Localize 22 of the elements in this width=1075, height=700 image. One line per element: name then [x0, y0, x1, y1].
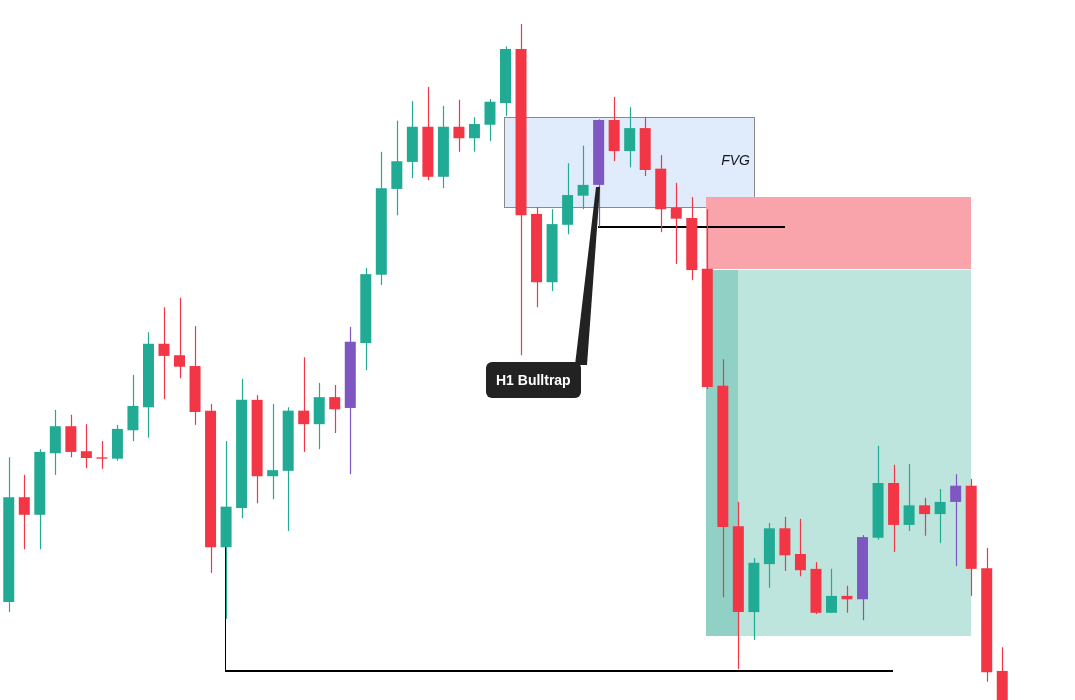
candlestick	[267, 403, 279, 500]
candlestick	[453, 99, 465, 153]
candlestick	[96, 440, 108, 470]
annotation: H1 Bulltrap	[486, 362, 581, 398]
annotation: FVG	[721, 152, 750, 168]
candlestick	[468, 116, 480, 153]
candlestick	[670, 182, 682, 265]
candlestick	[624, 106, 636, 168]
candlestick	[484, 98, 496, 142]
candlestick	[934, 488, 946, 544]
candlestick	[919, 497, 931, 537]
candlestick	[174, 297, 186, 379]
candlestick	[794, 518, 806, 577]
candlestick	[903, 463, 915, 532]
candlestick	[825, 568, 837, 614]
candlestick	[950, 473, 962, 567]
candlestick	[158, 306, 170, 400]
candlestick	[577, 145, 589, 210]
candlestick	[329, 384, 341, 434]
candlestick	[298, 356, 310, 453]
candlestick	[18, 474, 30, 550]
candlestick	[80, 423, 92, 469]
